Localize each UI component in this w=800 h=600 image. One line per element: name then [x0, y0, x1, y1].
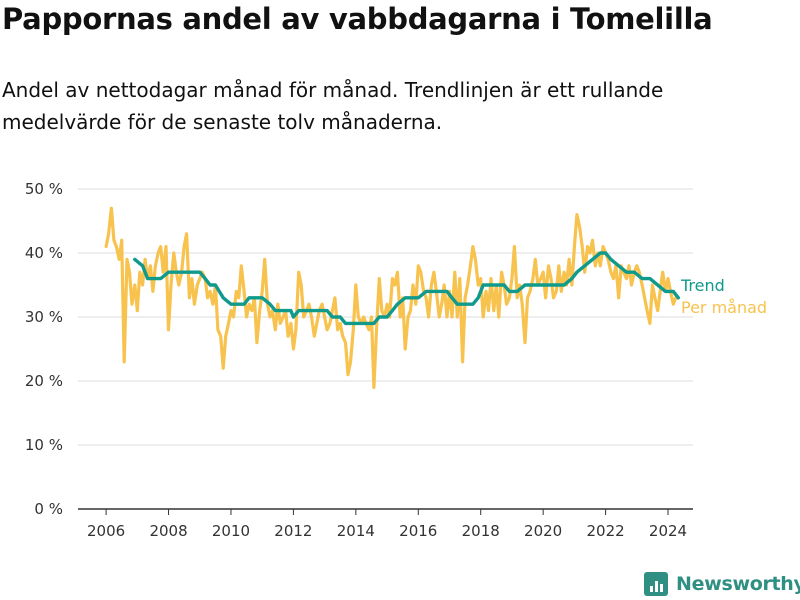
- gridlines: [78, 188, 693, 510]
- chart-title: Pappornas andel av vabbdagarna i Tomelil…: [2, 2, 713, 36]
- x-tick-label: 2018: [462, 522, 500, 540]
- x-tick-label: 2006: [87, 522, 125, 540]
- y-tick-label: 20 %: [25, 372, 63, 390]
- bar-chart-icon: [644, 572, 668, 596]
- x-tick-label: 2012: [274, 522, 312, 540]
- trend-legend-label: Trend: [680, 276, 725, 295]
- chart-subtitle: Andel av nettodagar månad för månad. Tre…: [2, 78, 664, 134]
- trend-series-line: [133, 251, 680, 326]
- x-tick-label: 2014: [337, 522, 375, 540]
- x-tick-label: 2010: [212, 522, 250, 540]
- y-tick-label: 0 %: [34, 500, 63, 518]
- monthly-legend-label: Per månad: [681, 298, 767, 317]
- y-tick-label: 10 %: [25, 436, 63, 454]
- y-tick-label: 50 %: [25, 180, 63, 198]
- monthly-series-line: [104, 206, 680, 389]
- x-tick-label: 2022: [586, 522, 624, 540]
- y-axis-ticks: 0 % 10 % 20 % 30 % 40 % 50 %: [25, 180, 63, 518]
- y-tick-label: 40 %: [25, 244, 63, 262]
- x-tick-label: 2024: [649, 522, 687, 540]
- brand-name: Newsworthy: [676, 573, 800, 595]
- x-tick-label: 2020: [524, 522, 562, 540]
- series-lines: [104, 206, 680, 389]
- x-axis-ticks: 2006 2008 2010 2012 2014 2016 2018 2020 2022 2024: [87, 509, 687, 540]
- x-tick-label: 2008: [149, 522, 187, 540]
- legend: Per månad Trend: [680, 276, 767, 317]
- x-tick-label: 2016: [399, 522, 437, 540]
- y-tick-label: 30 %: [25, 308, 63, 326]
- newsworthy-logo[interactable]: Newsworthy: [644, 570, 800, 598]
